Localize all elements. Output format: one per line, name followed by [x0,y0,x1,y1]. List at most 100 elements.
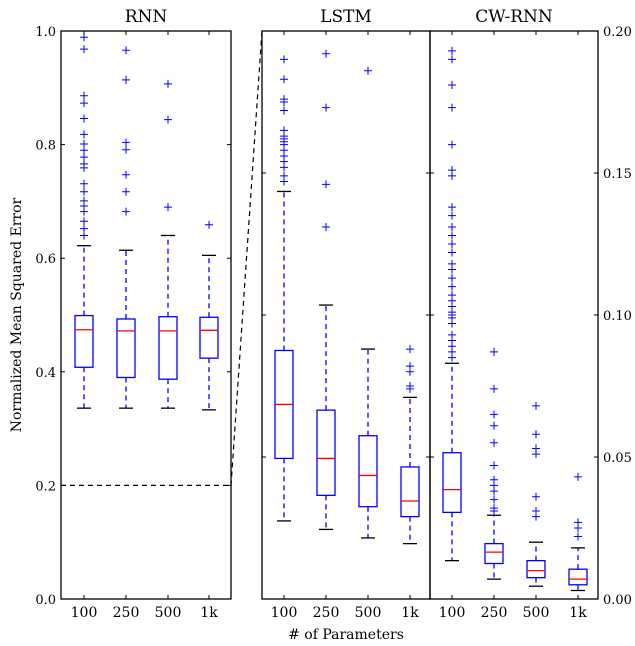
outlier-marker [364,66,372,75]
x-tick-label: 1k [401,605,419,621]
outlier-marker [574,472,582,481]
axes-frame [261,30,431,600]
outlier-marker [80,231,88,240]
outlier-marker [448,140,456,149]
box-iqr [74,314,94,368]
outlier-marker [280,171,288,180]
y-tick-label: 0.15 [603,167,632,182]
outlier-marker [122,75,130,84]
outlier-marker [406,362,414,371]
outlier-marker [448,282,456,291]
outlier-marker [448,166,456,175]
outlier-marker [80,159,88,168]
outlier-marker [122,145,130,154]
outlier-marker [532,444,540,453]
outlier-marker [80,179,88,188]
outlier-marker [448,240,456,248]
outlier-marker [80,217,88,226]
x-tick-label: 250 [113,605,140,621]
outlier-marker [322,49,330,58]
y-tick-label: 0.6 [35,252,56,267]
outlier-marker [80,224,88,233]
outlier-marker [80,187,88,196]
outlier-marker [322,103,330,112]
y-tick-label: 0.8 [35,139,56,154]
outlier-marker [448,46,456,55]
y-tick-label: 0.4 [35,366,56,381]
outlier-marker [406,345,414,354]
outlier-marker [322,222,330,231]
zoom-connector-line [230,30,263,486]
box-iqr [568,568,588,586]
box-iqr [400,466,420,518]
outlier-marker [80,114,88,123]
outlier-marker [490,384,498,393]
outlier-marker [490,347,498,356]
outlier-marker [122,138,130,147]
x-tick-label: 100 [71,605,98,621]
outlier-marker [574,518,582,527]
outlier-marker [448,291,456,300]
outlier-marker [280,106,288,115]
x-tick-label: 1k [200,605,218,621]
outlier-marker [448,274,456,283]
y-tick-label: 0.00 [603,593,632,608]
axes-frame [60,30,232,600]
outlier-marker [448,211,456,220]
box-iqr [316,409,336,496]
y-tick-label: 0.2 [35,479,56,494]
panel-title: CW-RNN [475,7,553,27]
outlier-marker [280,95,288,104]
outlier-marker [80,45,88,54]
outlier-marker [280,55,288,64]
outlier-marker [532,401,540,410]
panel-title: LSTM [320,7,372,27]
outlier-marker [448,248,456,257]
outlier-marker [490,438,498,447]
outlier-marker [280,126,288,135]
outlier-marker [80,130,88,139]
outlier-marker [280,75,288,84]
outlier-marker [164,115,172,124]
box-iqr [484,542,504,565]
outlier-marker [448,259,456,268]
outlier-marker [448,55,456,64]
outlier-marker [448,330,456,339]
y-tick-label: 1.0 [35,25,56,40]
outlier-marker [122,187,130,196]
box-iqr [199,316,219,359]
y-tick-label: 0.0 [35,593,56,608]
y-tick-label: 0.10 [603,309,632,324]
outlier-marker [406,382,414,390]
outlier-marker [490,461,498,470]
outlier-marker [532,506,540,515]
box-iqr [158,316,178,380]
outlier-marker [490,421,498,430]
outlier-marker [574,532,582,541]
outlier-marker [122,207,130,216]
x-tick-label: 500 [155,605,182,621]
y-axis-label: Normalized Mean Squared Error [9,197,25,432]
outlier-marker [448,80,456,89]
outlier-marker [532,430,540,439]
box-iqr [358,435,378,508]
outlier-marker [164,203,172,212]
outlier-marker [80,99,88,108]
outlier-marker [448,231,456,240]
outlier-marker [80,196,88,205]
box-iqr [526,560,546,579]
outlier-marker [80,91,88,100]
x-tick-label: 500 [355,605,382,621]
outlier-marker [122,170,130,179]
outlier-marker [490,410,498,419]
box-iqr [442,452,462,514]
x-tick-label: 250 [313,605,340,621]
outlier-marker [322,180,330,189]
x-tick-label: 100 [271,605,298,621]
outlier-marker [448,222,456,231]
x-tick-label: 1k [569,605,587,621]
outlier-marker [448,103,456,112]
outlier-marker [80,140,88,149]
